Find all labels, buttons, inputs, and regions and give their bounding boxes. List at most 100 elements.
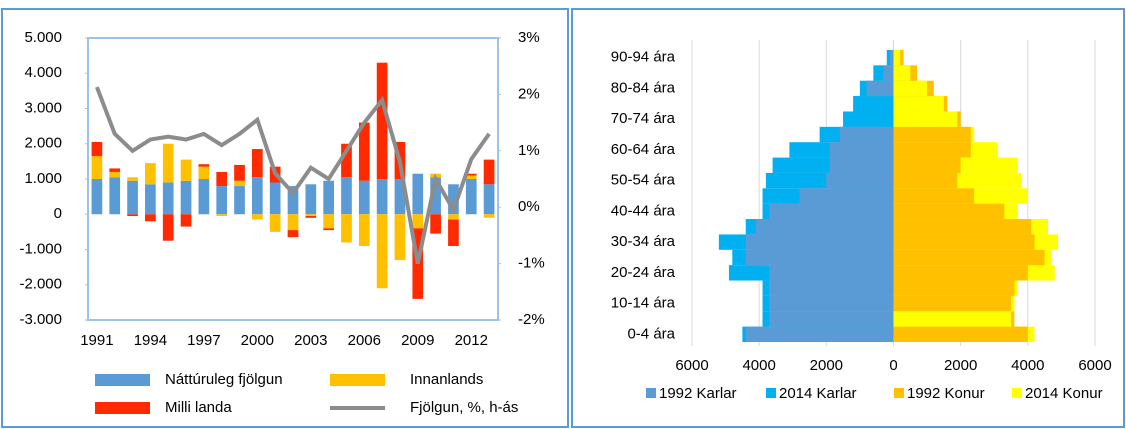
x-tick-label: 2000 (241, 332, 274, 349)
bar (893, 157, 961, 173)
bar (839, 126, 894, 143)
bar-segment (252, 149, 263, 178)
bar-segment (394, 214, 406, 261)
bar-segment (109, 168, 121, 172)
bar-segment (465, 179, 477, 215)
bar-segment (305, 184, 317, 215)
y-tick-label: 50-54 ára (611, 172, 676, 189)
bar-segment (394, 179, 406, 215)
bar (745, 326, 894, 342)
bar (893, 80, 928, 97)
x-tick-label: 1997 (187, 332, 220, 349)
bar-segment (162, 143, 174, 183)
bar-segment (341, 177, 352, 215)
y-tick-label: 10-14 ára (611, 295, 676, 312)
bar (893, 172, 958, 189)
bar-segment (305, 214, 317, 217)
y2-tick-label: 1% (518, 142, 540, 159)
bar (829, 157, 894, 173)
bar-segment (430, 177, 441, 215)
bar-segment (305, 216, 317, 218)
bar (745, 234, 894, 250)
bar-segment (198, 166, 210, 179)
bar-segment (252, 177, 263, 215)
y-tick-label: 20-24 ára (611, 264, 676, 281)
x-tick-label: 2012 (455, 332, 488, 349)
bar-segment (145, 214, 156, 222)
bar-segment (376, 214, 388, 289)
x-tick-label: 1991 (80, 332, 113, 349)
bar (893, 265, 1028, 281)
bar (893, 295, 1012, 312)
bar (829, 142, 894, 158)
x-tick-label: 4000 (1011, 357, 1044, 374)
bar (893, 249, 1045, 266)
bar-segment (234, 164, 245, 181)
y-tick-label: 3.000 (24, 99, 62, 116)
bar (893, 50, 901, 66)
bar-segment (180, 214, 192, 227)
y-tick-label: 60-64 ára (611, 141, 676, 158)
bar-segment (91, 156, 103, 179)
bar (883, 65, 894, 81)
left-panel (1, 8, 569, 428)
bar (769, 265, 894, 281)
x-tick-label: 6000 (1078, 357, 1111, 374)
y-tick-label: 30-34 ára (611, 233, 676, 250)
bar (893, 219, 1032, 235)
legend-label: 1992 Konur (907, 385, 985, 402)
bar-segment (412, 173, 424, 215)
bar-segment (252, 214, 263, 220)
legend-label: 2014 Konur (1025, 385, 1103, 402)
y-tick-label: 70-74 ára (611, 110, 676, 127)
y-tick-label: 5.000 (24, 29, 62, 46)
x-tick-label: 2000 (944, 357, 977, 374)
bar-segment (198, 179, 210, 215)
x-tick-label: 0 (889, 357, 897, 374)
bar (799, 188, 894, 204)
x-tick-label: 6000 (675, 357, 708, 374)
y2-tick-label: 0% (518, 198, 540, 215)
y-tick-label: 4.000 (24, 64, 62, 81)
bar-segment (127, 177, 138, 181)
bar-segment (358, 180, 370, 215)
line (95, 86, 491, 265)
bar-segment (341, 143, 352, 178)
bar-segment (127, 214, 138, 217)
bar-segment (465, 173, 477, 176)
legend-label: 2014 Karlar (779, 385, 857, 402)
bar-segment (287, 214, 299, 231)
y-tick-label: 0-4 ára (627, 325, 675, 342)
bar-segment (109, 171, 121, 178)
bar (769, 295, 894, 312)
bar-segment (269, 182, 281, 215)
bar-segment (448, 214, 459, 220)
bar (769, 280, 894, 296)
y-tick-label: -3.000 (19, 311, 62, 328)
bar-segment (412, 214, 424, 229)
bar (893, 203, 1005, 220)
bar-segment (216, 214, 228, 217)
x-tick-label: 2006 (348, 332, 381, 349)
x-tick-label: 2009 (401, 332, 434, 349)
bar-segment (145, 184, 156, 215)
bar-segment (483, 184, 495, 215)
bar-segment (483, 159, 495, 185)
bar-segment (234, 186, 245, 215)
bar-segment (216, 186, 228, 215)
bar (826, 172, 894, 189)
bar-segment (287, 230, 299, 238)
bar-segment (145, 163, 156, 185)
bar (853, 96, 894, 112)
bar (893, 126, 971, 143)
bar (893, 188, 975, 204)
x-tick-label: 2003 (294, 332, 327, 349)
bar (769, 311, 894, 327)
legend-label: 1992 Karlar (659, 385, 737, 402)
bar-segment (180, 180, 192, 215)
bar-segment (323, 214, 334, 229)
y-tick-label: 1.000 (24, 170, 62, 187)
y-tick-label: -2.000 (19, 276, 62, 293)
legend-swatch (95, 402, 150, 414)
bar-segment (162, 214, 174, 241)
